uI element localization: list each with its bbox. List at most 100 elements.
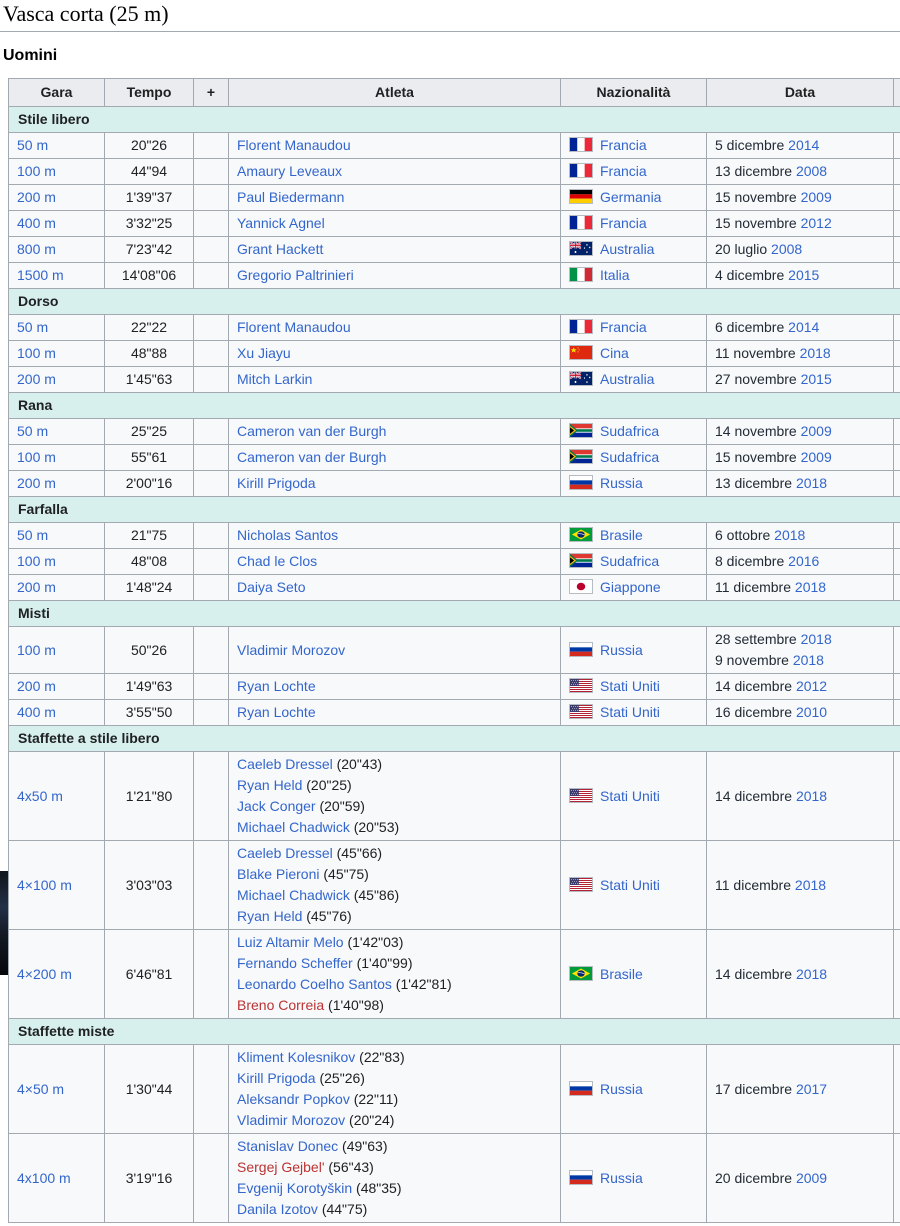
athlete-link[interactable]: Michael Chadwick <box>237 887 350 903</box>
stati-uniti-flag-icon[interactable] <box>569 876 593 892</box>
country-link[interactable]: Giappone <box>600 579 661 595</box>
athlete-link[interactable]: Ryan Held <box>237 777 303 793</box>
country-link[interactable]: Australia <box>600 371 655 387</box>
date-year-link[interactable]: 2008 <box>771 241 803 257</box>
russia-flag-icon[interactable] <box>569 1080 593 1096</box>
athlete-link[interactable]: Daiya Seto <box>237 579 306 595</box>
athlete-link[interactable]: Evgenij Korotyškin <box>237 1180 353 1196</box>
country-link[interactable]: Australia <box>600 241 655 257</box>
event-link[interactable]: 4×50 m <box>17 1080 65 1097</box>
athlete-link[interactable]: Leonardo Coelho Santos <box>237 976 392 992</box>
event-link[interactable]: 200 m <box>17 371 56 387</box>
country-link[interactable]: Francia <box>600 163 647 179</box>
athlete-link[interactable]: Cameron van der Burgh <box>237 449 387 465</box>
country-link[interactable]: Stati Uniti <box>600 704 660 720</box>
italia-flag-icon[interactable] <box>569 267 593 282</box>
date-year-link[interactable]: 2018 <box>774 527 806 543</box>
francia-flag-icon[interactable] <box>569 215 593 230</box>
brasile-flag-icon[interactable] <box>569 527 593 542</box>
francia-flag-icon[interactable] <box>569 137 593 152</box>
date-year-link[interactable]: 2015 <box>788 267 820 283</box>
event-link[interactable]: 1500 m <box>17 267 64 283</box>
date-year-link[interactable]: 2009 <box>800 189 832 205</box>
country-link[interactable]: Russia <box>600 1169 643 1186</box>
date-year-link[interactable]: 2010 <box>795 704 828 720</box>
athlete-link[interactable]: Luiz Altamir Melo <box>237 934 344 950</box>
country-link[interactable]: Italia <box>600 267 630 283</box>
date-year-link[interactable]: 2018 <box>794 876 827 893</box>
date-year-link[interactable]: 2018 <box>794 579 827 595</box>
event-link[interactable]: 800 m <box>17 241 56 257</box>
country-link[interactable]: Russia <box>600 475 643 491</box>
athlete-link[interactable]: Cameron van der Burgh <box>237 423 387 439</box>
date-year-link[interactable]: 2016 <box>788 553 820 569</box>
date-year-link[interactable]: 2009 <box>800 423 832 439</box>
date-year-link[interactable]: 2018 <box>800 631 832 647</box>
stati-uniti-flag-icon[interactable] <box>569 787 593 803</box>
date-year-link[interactable]: 2014 <box>788 319 820 335</box>
event-link[interactable]: 100 m <box>17 163 56 179</box>
date-year-link[interactable]: 2015 <box>800 371 832 387</box>
athlete-link[interactable]: Amaury Leveaux <box>237 163 343 179</box>
country-link[interactable]: Brasile <box>600 527 643 543</box>
athlete-link[interactable]: Caeleb Dressel <box>237 845 333 861</box>
event-link[interactable]: 200 m <box>17 579 56 595</box>
cina-flag-icon[interactable] <box>569 345 593 360</box>
country-link[interactable]: Russia <box>600 641 643 658</box>
athlete-link[interactable]: Danila Izotov <box>237 1201 318 1217</box>
date-year-link[interactable]: 2018 <box>792 652 824 668</box>
event-link[interactable]: 4x50 m <box>17 787 63 804</box>
athlete-link[interactable]: Ryan Lochte <box>237 704 316 720</box>
athlete-link[interactable]: Mitch Larkin <box>237 371 313 387</box>
sudafrica-flag-icon[interactable] <box>569 553 593 568</box>
event-link[interactable]: 50 m <box>17 423 49 439</box>
australia-flag-icon[interactable] <box>569 371 593 386</box>
event-link[interactable]: 100 m <box>17 449 56 465</box>
stati-uniti-flag-icon[interactable] <box>569 704 593 719</box>
athlete-link[interactable]: Jack Conger <box>237 798 316 814</box>
event-link[interactable]: 4x100 m <box>17 1169 71 1186</box>
athlete-link[interactable]: Xu Jiayu <box>237 345 291 361</box>
country-link[interactable]: Germania <box>600 189 662 205</box>
country-link[interactable]: Stati Uniti <box>600 876 660 893</box>
athlete-link[interactable]: Florent Manaudou <box>237 137 351 153</box>
date-year-link[interactable]: 2009 <box>800 449 832 465</box>
country-link[interactable]: Francia <box>600 137 647 153</box>
athlete-link[interactable]: Vladimir Morozov <box>237 641 346 658</box>
athlete-link[interactable]: Michael Chadwick <box>237 819 350 835</box>
athlete-link[interactable]: Aleksandr Popkov <box>237 1091 350 1107</box>
athlete-link[interactable]: Vladimir Morozov <box>237 1112 346 1128</box>
date-year-link[interactable]: 2018 <box>795 787 828 804</box>
event-link[interactable]: 100 m <box>17 641 56 658</box>
date-year-link[interactable]: 2008 <box>795 163 828 179</box>
country-link[interactable]: Stati Uniti <box>600 787 660 804</box>
event-link[interactable]: 400 m <box>17 704 56 720</box>
country-link[interactable]: Stati Uniti <box>600 678 660 694</box>
athlete-link[interactable]: Stanislav Donec <box>237 1138 339 1154</box>
athlete-link[interactable]: Kliment Kolesnikov <box>237 1049 356 1065</box>
date-year-link[interactable]: 2018 <box>799 345 831 361</box>
sudafrica-flag-icon[interactable] <box>569 423 593 438</box>
athlete-link[interactable]: Blake Pieroni <box>237 866 320 882</box>
event-link[interactable]: 400 m <box>17 215 56 231</box>
stati-uniti-flag-icon[interactable] <box>569 678 593 693</box>
event-link[interactable]: 100 m <box>17 553 56 569</box>
event-link[interactable]: 200 m <box>17 475 56 491</box>
russia-flag-icon[interactable] <box>569 1169 593 1185</box>
athlete-link[interactable]: Florent Manaudou <box>237 319 351 335</box>
event-link[interactable]: 100 m <box>17 345 56 361</box>
country-link[interactable]: Sudafrica <box>600 423 660 439</box>
russia-flag-icon[interactable] <box>569 641 593 657</box>
athlete-link[interactable]: Ryan Lochte <box>237 678 316 694</box>
country-link[interactable]: Sudafrica <box>600 449 660 465</box>
brasile-flag-icon[interactable] <box>569 965 593 981</box>
event-link[interactable]: 200 m <box>17 189 56 205</box>
event-link[interactable]: 50 m <box>17 527 49 543</box>
giappone-flag-icon[interactable] <box>569 579 593 594</box>
athlete-link[interactable]: Kirill Prigoda <box>237 475 316 491</box>
event-link[interactable]: 50 m <box>17 319 49 335</box>
athlete-link[interactable]: Breno Correia <box>237 997 325 1013</box>
athlete-link[interactable]: Kirill Prigoda <box>237 1070 316 1086</box>
athlete-link[interactable]: Caeleb Dressel <box>237 756 333 772</box>
country-link[interactable]: Brasile <box>600 965 643 982</box>
